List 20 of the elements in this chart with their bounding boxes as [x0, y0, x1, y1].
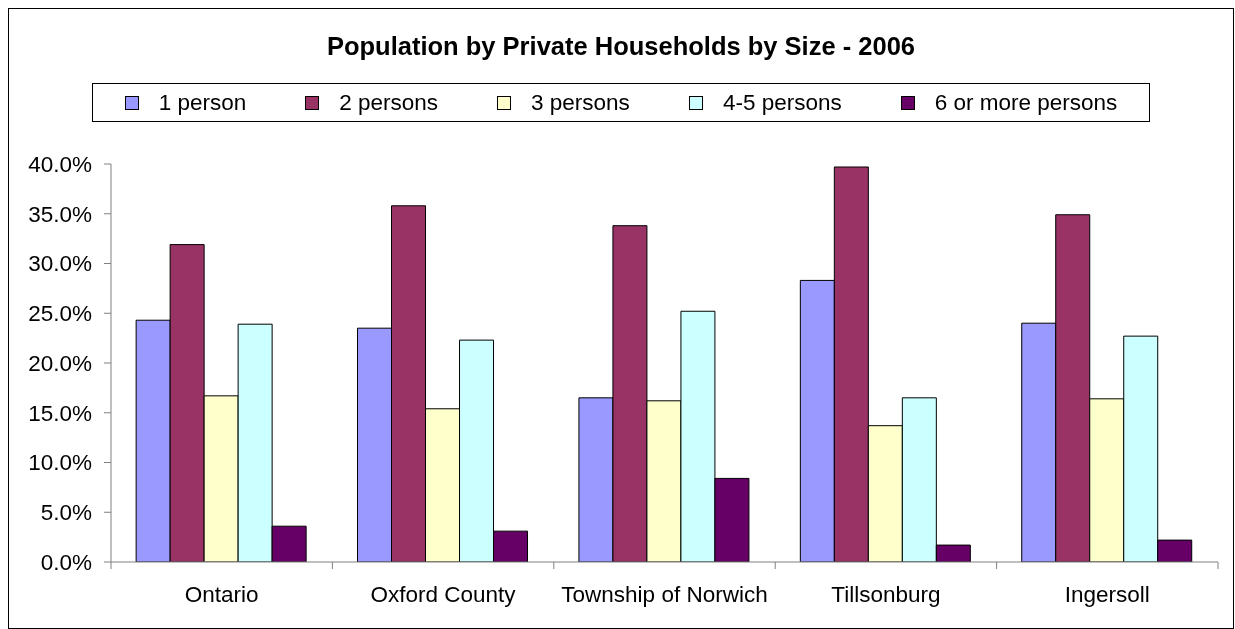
y-tick-label: 10.0%: [28, 450, 92, 476]
x-tick-label: Ingersoll: [1064, 581, 1150, 607]
chart-title: Population by Private Households by Size - 2006: [325, 31, 917, 61]
y-tick-label: 35.0%: [28, 201, 92, 227]
legend-label: 6 or more persons: [934, 89, 1118, 116]
x-tick-label: Ontario: [184, 581, 259, 607]
legend-label: 2 persons: [339, 89, 439, 116]
legend-label: 3 persons: [531, 89, 630, 116]
x-tick-label: Oxford County: [370, 581, 517, 607]
legend-label: 4-5 persons: [722, 89, 842, 116]
y-tick-label: 5.0%: [40, 500, 92, 526]
x-tick-label: Township of Norwich: [561, 581, 768, 607]
y-tick-label: 40.0%: [28, 151, 92, 177]
y-tick-label: 20.0%: [28, 350, 92, 376]
y-tick-label: 30.0%: [28, 251, 92, 277]
x-tick-label: Tillsonburg: [831, 581, 941, 607]
y-tick-label: 25.0%: [28, 301, 92, 327]
y-tick-label: 0.0%: [40, 549, 92, 575]
y-tick-label: 15.0%: [28, 400, 92, 426]
legend-label: 1 person: [158, 89, 247, 116]
